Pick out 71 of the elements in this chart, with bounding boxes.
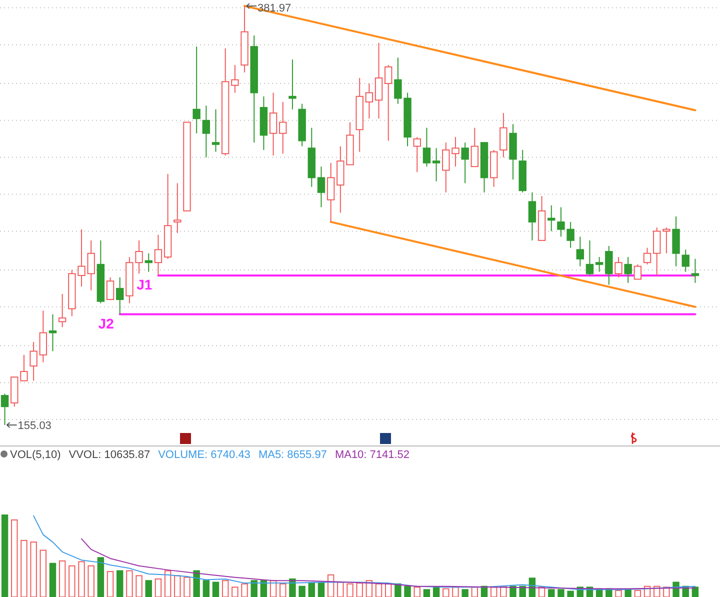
bar [558,589,564,597]
candlestick [192,46,200,134]
bar [97,557,104,597]
bar [692,586,699,597]
candlestick [279,101,287,154]
candlestick [174,182,182,234]
candlestick [576,236,584,267]
annotation: 155.03 [18,420,52,432]
candlestick [365,82,374,120]
bar [212,582,220,597]
candlestick [595,256,604,272]
candlestick [317,166,326,208]
text: MA10: 7141.52 [334,449,410,461]
bar [298,586,306,597]
candlestick [39,310,48,363]
candlestick [605,245,613,286]
candlestick [356,77,364,152]
candlestick [461,142,469,184]
candlestick [624,256,632,284]
bar [510,586,516,597]
candlestick [682,249,690,272]
bar [624,589,632,597]
annotation: 381.97 [258,2,292,14]
candlestick [250,34,258,144]
candlestick [374,42,383,120]
chart-subtitle: VVOL: 10635.87 [68,449,150,461]
bar [318,582,325,597]
candlestick [58,293,66,328]
candlestick [154,234,162,276]
bar [116,570,124,597]
series-label: J1 [136,276,152,293]
candlestick [326,162,335,222]
bar [145,580,152,597]
candlestick [269,92,278,156]
candlestick [614,256,622,278]
candlestick [509,124,517,180]
series-label: J2 [98,315,114,332]
candlestick [202,105,210,158]
bar [260,580,268,597]
candlestick [442,142,450,193]
chart-title: VOL(5,10) [10,449,61,461]
text: MA5: 8655.97 [258,449,327,461]
candlestick [260,96,268,150]
bar [308,582,315,597]
candlestick [691,258,700,284]
candlestick [30,341,38,382]
candlestick [240,6,248,73]
bar [432,586,440,597]
bar [1,514,8,597]
bar [193,570,200,597]
candlestick [116,276,124,315]
candlestick [452,136,460,168]
candlestick [288,58,296,110]
candlestick [528,192,536,241]
candlestick [432,148,440,182]
bar [567,590,574,597]
bar [202,580,210,597]
candlestick [212,108,220,152]
bar [519,586,526,597]
bar [423,589,430,597]
candlestick [298,103,306,147]
bar [250,580,258,597]
text: VOLUME: 6740.43 [158,449,250,461]
bar [548,589,555,597]
bar [49,562,56,597]
candlestick [308,127,316,188]
candlestick [672,216,680,267]
bar [462,589,468,597]
bar [404,586,411,597]
bar [394,583,402,597]
candlestick [500,112,508,158]
